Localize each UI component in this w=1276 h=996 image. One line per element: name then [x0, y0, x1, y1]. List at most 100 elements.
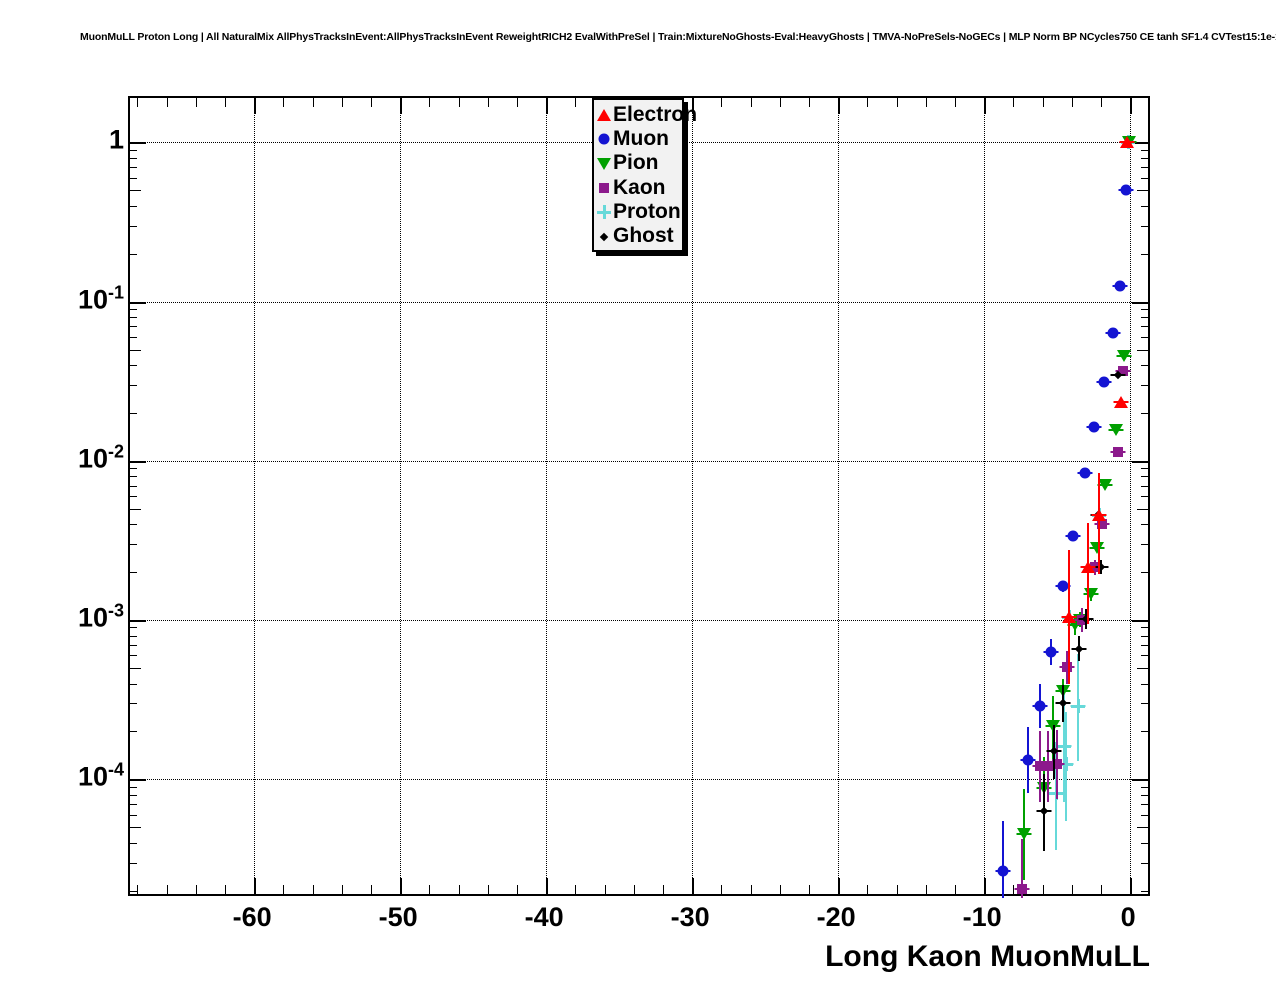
marker-square	[1043, 760, 1054, 771]
gridline-vertical	[546, 98, 548, 894]
axis-tick-x	[224, 885, 226, 894]
axis-tick-y	[1141, 804, 1148, 806]
axis-tick-x	[546, 98, 549, 114]
axis-tick-x	[575, 98, 577, 107]
legend-label: Ghost	[613, 224, 674, 248]
axis-tick-y	[130, 253, 137, 255]
legend-item-muon[interactable]: Muon	[594, 126, 682, 150]
axis-tick-y	[1141, 544, 1148, 546]
axis-tick-y	[1141, 655, 1148, 657]
axis-tick-y	[1137, 668, 1148, 670]
marker-circle	[1067, 530, 1079, 541]
axis-tick-y	[130, 794, 137, 796]
marker-triangle-down	[1108, 423, 1123, 436]
y-axis-tick-label: 10-4	[77, 759, 124, 792]
axis-tick-y	[1132, 460, 1148, 463]
axis-tick-y	[130, 890, 137, 892]
axis-tick-x	[604, 885, 606, 894]
axis-tick-x	[779, 885, 781, 894]
axis-tick-y	[1132, 142, 1148, 145]
axis-tick-y	[130, 620, 146, 623]
axis-tick-y	[130, 703, 137, 705]
gridline-horizontal	[130, 779, 1148, 781]
axis-tick-y	[1141, 205, 1148, 207]
tick-layer	[130, 98, 1148, 894]
axis-tick-x	[137, 885, 139, 894]
axis-tick-y	[1141, 167, 1148, 169]
gridline-vertical	[400, 98, 402, 894]
legend-item-electron[interactable]: Electron	[594, 102, 697, 126]
marker-circle	[598, 133, 610, 145]
marker-triangle-down	[1016, 827, 1031, 840]
axis-tick-y	[1141, 524, 1148, 526]
legend-marker-square	[596, 177, 612, 197]
axis-tick-y	[130, 842, 137, 844]
marker-circle	[1045, 646, 1057, 658]
chart-legend: Electron Muon Pion Kaon Proton Ghost	[592, 98, 697, 252]
axis-tick-y	[1141, 794, 1148, 796]
axis-tick-y	[130, 468, 137, 470]
gridline-horizontal	[130, 301, 1148, 303]
axis-tick-x	[254, 878, 257, 894]
axis-tick-y	[130, 167, 137, 169]
legend-item-proton[interactable]: Proton	[594, 199, 682, 223]
axis-tick-y	[130, 572, 137, 574]
axis-tick-y	[1132, 301, 1148, 304]
axis-tick-y	[130, 524, 137, 526]
axis-tick-y	[1137, 508, 1148, 510]
axis-tick-y	[1141, 336, 1148, 338]
axis-tick-x	[458, 885, 460, 894]
marker-triangle-up	[1061, 610, 1076, 623]
axis-tick-y	[1141, 412, 1148, 414]
legend-item-kaon[interactable]: Kaon	[594, 175, 682, 199]
axis-tick-y	[130, 336, 137, 338]
axis-tick-x	[312, 98, 314, 107]
axis-tick-y	[130, 731, 137, 733]
axis-tick-x	[341, 98, 343, 107]
axis-tick-x	[1042, 885, 1044, 894]
marker-circle	[997, 865, 1009, 877]
marker-square	[1097, 519, 1108, 530]
marker-triangle-up	[1114, 395, 1129, 408]
gridline-vertical	[254, 98, 256, 894]
series-electron	[130, 98, 1148, 894]
axis-tick-y	[1141, 703, 1148, 705]
axis-tick-y	[1137, 827, 1148, 829]
axis-tick-y	[130, 142, 146, 145]
x-axis-tick-label: -60	[232, 902, 272, 932]
marker-triangle-up	[1080, 561, 1095, 574]
marker-square	[1076, 615, 1087, 626]
axis-tick-y	[1141, 317, 1148, 319]
axis-tick-y	[130, 460, 146, 463]
legend-label: Kaon	[613, 175, 666, 199]
marker-triangle-down	[597, 157, 611, 170]
axis-tick-y	[1141, 149, 1148, 151]
axis-tick-y	[1137, 349, 1148, 351]
marker-cross	[1058, 756, 1073, 771]
axis-tick-y	[130, 683, 137, 685]
axis-tick-x	[808, 885, 810, 894]
marker-triangle-up	[1120, 136, 1135, 149]
error-bar	[1002, 821, 1005, 898]
axis-tick-y	[130, 804, 137, 806]
axis-tick-y	[1141, 253, 1148, 255]
y-axis-tick-label: 1	[108, 124, 124, 155]
marker-circle	[1022, 754, 1034, 766]
axis-tick-y	[130, 190, 141, 192]
axis-tick-y	[130, 668, 141, 670]
marker-circle	[1088, 421, 1100, 433]
gridline-horizontal	[130, 460, 1148, 462]
y-axis-tick-label: 10-1	[77, 282, 124, 315]
marker-circle	[1107, 327, 1119, 338]
marker-square	[1117, 366, 1128, 377]
axis-tick-y	[130, 814, 137, 816]
error-bar	[1021, 838, 1024, 898]
legend-label: Proton	[613, 199, 681, 223]
axis-tick-x	[516, 98, 518, 107]
legend-item-ghost[interactable]: Ghost	[594, 224, 682, 248]
marker-triangle-up	[1092, 509, 1107, 522]
axis-tick-x	[721, 885, 723, 894]
axis-tick-y	[130, 655, 137, 657]
y-axis-tick-label: 10-3	[77, 600, 124, 633]
legend-item-pion[interactable]: Pion	[594, 151, 682, 175]
